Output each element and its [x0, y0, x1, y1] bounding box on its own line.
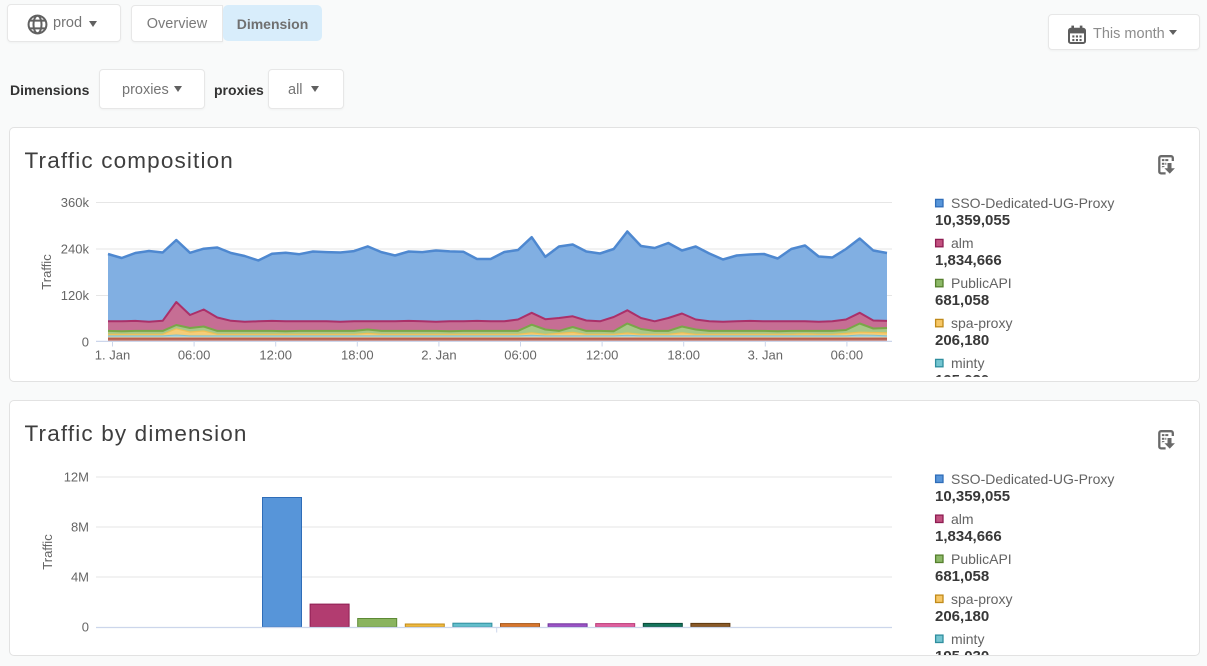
svg-text:10,359,055: 10,359,055 [935, 212, 1010, 229]
svg-text:PublicAPI: PublicAPI [951, 551, 1012, 567]
svg-text:12M: 12M [64, 469, 89, 484]
svg-text:360k: 360k [61, 195, 90, 210]
svg-text:06:00: 06:00 [178, 348, 211, 363]
svg-text:06:00: 06:00 [831, 348, 864, 363]
svg-text:Traffic: Traffic [40, 534, 55, 570]
svg-text:206,180: 206,180 [935, 332, 989, 349]
svg-text:alm: alm [951, 235, 974, 251]
svg-text:12:00: 12:00 [259, 348, 292, 363]
svg-text:3. Jan: 3. Jan [748, 348, 783, 363]
svg-text:18:00: 18:00 [341, 348, 374, 363]
svg-text:0: 0 [82, 619, 89, 634]
svg-text:120k: 120k [61, 288, 90, 303]
svg-text:Traffic: Traffic [39, 254, 54, 290]
svg-text:10,359,055: 10,359,055 [935, 488, 1010, 505]
svg-text:0: 0 [82, 334, 89, 349]
svg-text:2. Jan: 2. Jan [421, 348, 456, 363]
svg-text:spa-proxy: spa-proxy [951, 315, 1012, 331]
svg-text:206,180: 206,180 [935, 608, 989, 625]
svg-text:681,058: 681,058 [935, 292, 989, 309]
svg-text:8M: 8M [71, 519, 89, 534]
svg-text:18:00: 18:00 [667, 348, 700, 363]
svg-text:4M: 4M [71, 569, 89, 584]
svg-text:240k: 240k [61, 241, 90, 256]
svg-text:1,834,666: 1,834,666 [935, 528, 1002, 545]
svg-text:minty: minty [951, 631, 984, 647]
svg-text:195,030: 195,030 [935, 648, 989, 656]
svg-text:SSO-Dedicated-UG-Proxy: SSO-Dedicated-UG-Proxy [951, 195, 1114, 211]
svg-text:SSO-Dedicated-UG-Proxy: SSO-Dedicated-UG-Proxy [951, 471, 1114, 487]
svg-text:minty: minty [951, 355, 984, 371]
svg-text:681,058: 681,058 [935, 568, 989, 585]
svg-text:06:00: 06:00 [504, 348, 537, 363]
svg-text:1. Jan: 1. Jan [95, 348, 130, 363]
svg-text:spa-proxy: spa-proxy [951, 591, 1012, 607]
svg-text:12:00: 12:00 [586, 348, 619, 363]
svg-text:195,030: 195,030 [935, 372, 989, 382]
svg-text:PublicAPI: PublicAPI [951, 275, 1012, 291]
svg-text:alm: alm [951, 511, 974, 527]
svg-text:1,834,666: 1,834,666 [935, 252, 1002, 269]
